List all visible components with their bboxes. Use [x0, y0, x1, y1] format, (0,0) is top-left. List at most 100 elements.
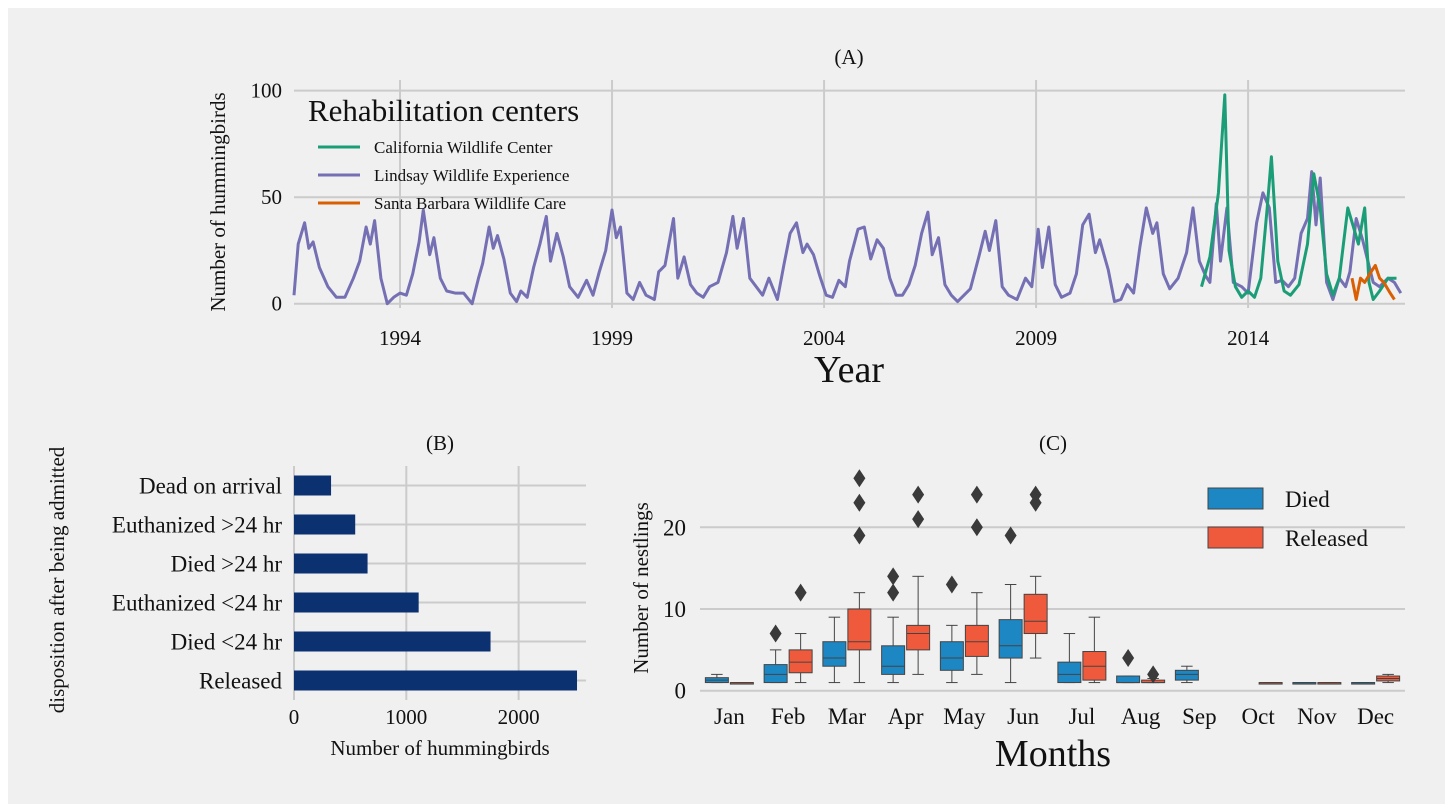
panel-c-x-tick-label: Nov	[1297, 704, 1337, 729]
panel-a-x-tick-label: 1999	[591, 326, 633, 350]
series-line-santa-barbara	[1350, 263, 1396, 301]
panel-b-y-tick-label: Released	[199, 669, 283, 694]
box-body	[788, 649, 813, 674]
panel-b-y-axis-label: disposition after being admitted	[45, 446, 69, 713]
box-body	[1116, 675, 1141, 684]
panel-a-lines	[292, 93, 1403, 306]
panel-c-x-axis-label: Months	[995, 733, 1111, 775]
box-died	[998, 526, 1023, 684]
panel-a-x-tick-label: 2004	[803, 326, 846, 350]
panel-a: 1994 1999 2004 2009 2014 0 50 100 (A) Year Numb…	[206, 45, 1405, 391]
bar	[294, 592, 419, 613]
panel-b-x-tick-label: 0	[289, 705, 300, 729]
box-released	[788, 583, 813, 684]
box-died	[1116, 649, 1141, 684]
figure: 1994 1999 2004 2009 2014 0 50 100 (A) Year Numb…	[8, 8, 1445, 804]
box-released	[1258, 682, 1283, 685]
box-outlier	[912, 485, 925, 504]
panel-c-boxes	[704, 469, 1401, 685]
panel-b-y-tick-label: Died <24 hr	[171, 630, 283, 655]
panel-a-legend: Rehabilitation centers California Wildli…	[308, 93, 579, 213]
legend-label-california: California Wildlife Center	[374, 138, 553, 157]
box-body	[906, 624, 931, 651]
panel-c-legend: Died Released	[1207, 487, 1369, 551]
box-died	[881, 567, 906, 684]
panel-c-x-tick-label: Apr	[888, 704, 924, 729]
panel-b: 0 1000 2000 Dead on arrival Euthanized >24 …	[45, 431, 586, 760]
box-died	[1057, 633, 1082, 684]
box-released	[1082, 616, 1107, 684]
panel-c-x-tick-label: Jul	[1068, 704, 1095, 729]
panel-c-x-tick-label: Dec	[1357, 704, 1394, 729]
legend-label-santa-barbara: Santa Barbara Wildlife Care	[374, 194, 566, 213]
box-outlier	[1029, 485, 1042, 504]
box-body	[964, 624, 989, 657]
box-outlier	[1147, 665, 1160, 684]
box-body	[1023, 593, 1048, 635]
box-body	[822, 641, 847, 667]
panel-b-x-tick-label: 2000	[498, 705, 540, 729]
bar	[294, 475, 332, 496]
panel-c-y-tick-label: 10	[663, 597, 686, 622]
bar	[294, 670, 578, 691]
box-died	[822, 616, 847, 684]
legend-title: Rehabilitation centers	[308, 93, 579, 128]
panel-b-title: (B)	[426, 431, 454, 455]
panel-b-y-tick-label: Dead on arrival	[139, 474, 282, 499]
box-died	[704, 673, 729, 684]
box-outlier	[769, 624, 782, 643]
box-body	[847, 608, 872, 651]
panel-c-grid: 0 10 20 Jan Feb Mar Apr May Jun Jul Aug Sep Oct Nov De…	[663, 515, 1405, 729]
box-outlier	[853, 469, 866, 488]
series-line-california	[1200, 93, 1397, 301]
box-outlier	[853, 526, 866, 545]
box-body	[1174, 669, 1199, 681]
box-released	[906, 485, 931, 675]
panel-c-title: (C)	[1039, 431, 1067, 455]
box-body	[939, 641, 964, 671]
box-released	[847, 469, 872, 684]
box-outlier	[1004, 526, 1017, 545]
box-outlier	[887, 583, 900, 602]
panel-c-y-axis-label: Number of nestlings	[629, 502, 653, 673]
bar	[294, 514, 356, 535]
box-died	[1174, 665, 1199, 684]
panel-a-y-tick-label: 100	[251, 79, 283, 103]
panel-b-x-axis-label: Number of hummingbirds	[330, 736, 549, 760]
box-released	[1376, 673, 1401, 684]
box-outlier	[1122, 649, 1135, 668]
legend-swatch-died	[1207, 487, 1264, 510]
panel-c-y-tick-label: 0	[675, 679, 687, 704]
panel-a-x-tick-label: 2014	[1227, 326, 1270, 350]
box-died	[939, 575, 964, 684]
box-body	[998, 619, 1023, 659]
box-outlier	[912, 510, 925, 529]
panel-c-x-tick-label: Mar	[828, 704, 867, 729]
panel-b-y-tick-label: Euthanized >24 hr	[112, 513, 282, 538]
legend-swatch-released	[1207, 526, 1264, 549]
panel-b-y-tick-label: Died >24 hr	[171, 552, 283, 577]
panel-c-x-tick-label: May	[943, 704, 986, 729]
panel-a-grid: 1994 1999 2004 2009 2014 0 50 100	[251, 79, 1405, 350]
panel-c-x-tick-label: Jun	[1007, 704, 1039, 729]
bar	[294, 631, 491, 652]
box-body	[1057, 661, 1082, 684]
panel-c-x-tick-label: Oct	[1242, 704, 1276, 729]
box-body	[881, 645, 906, 675]
legend-label-died: Died	[1285, 487, 1330, 512]
box-outlier	[887, 567, 900, 586]
box-outlier	[794, 583, 807, 602]
panel-b-y-tick-label: Euthanized <24 hr	[112, 591, 282, 616]
box-outlier	[945, 575, 958, 594]
box-released	[964, 485, 989, 675]
box-released	[1141, 665, 1166, 684]
panel-a-y-tick-label: 50	[261, 185, 282, 209]
box-outlier	[970, 485, 983, 504]
legend-label-lindsay: Lindsay Wildlife Experience	[374, 166, 569, 185]
panel-a-x-tick-label: 2009	[1015, 326, 1057, 350]
panel-c: 0 10 20 Jan Feb Mar Apr May Jun Jul Aug Sep Oct Nov De…	[629, 431, 1405, 775]
panel-a-x-tick-label: 1994	[379, 326, 422, 350]
panel-b-bars: Dead on arrival Euthanized >24 hr Died >24…	[112, 474, 578, 694]
panel-a-title: (A)	[834, 45, 863, 69]
